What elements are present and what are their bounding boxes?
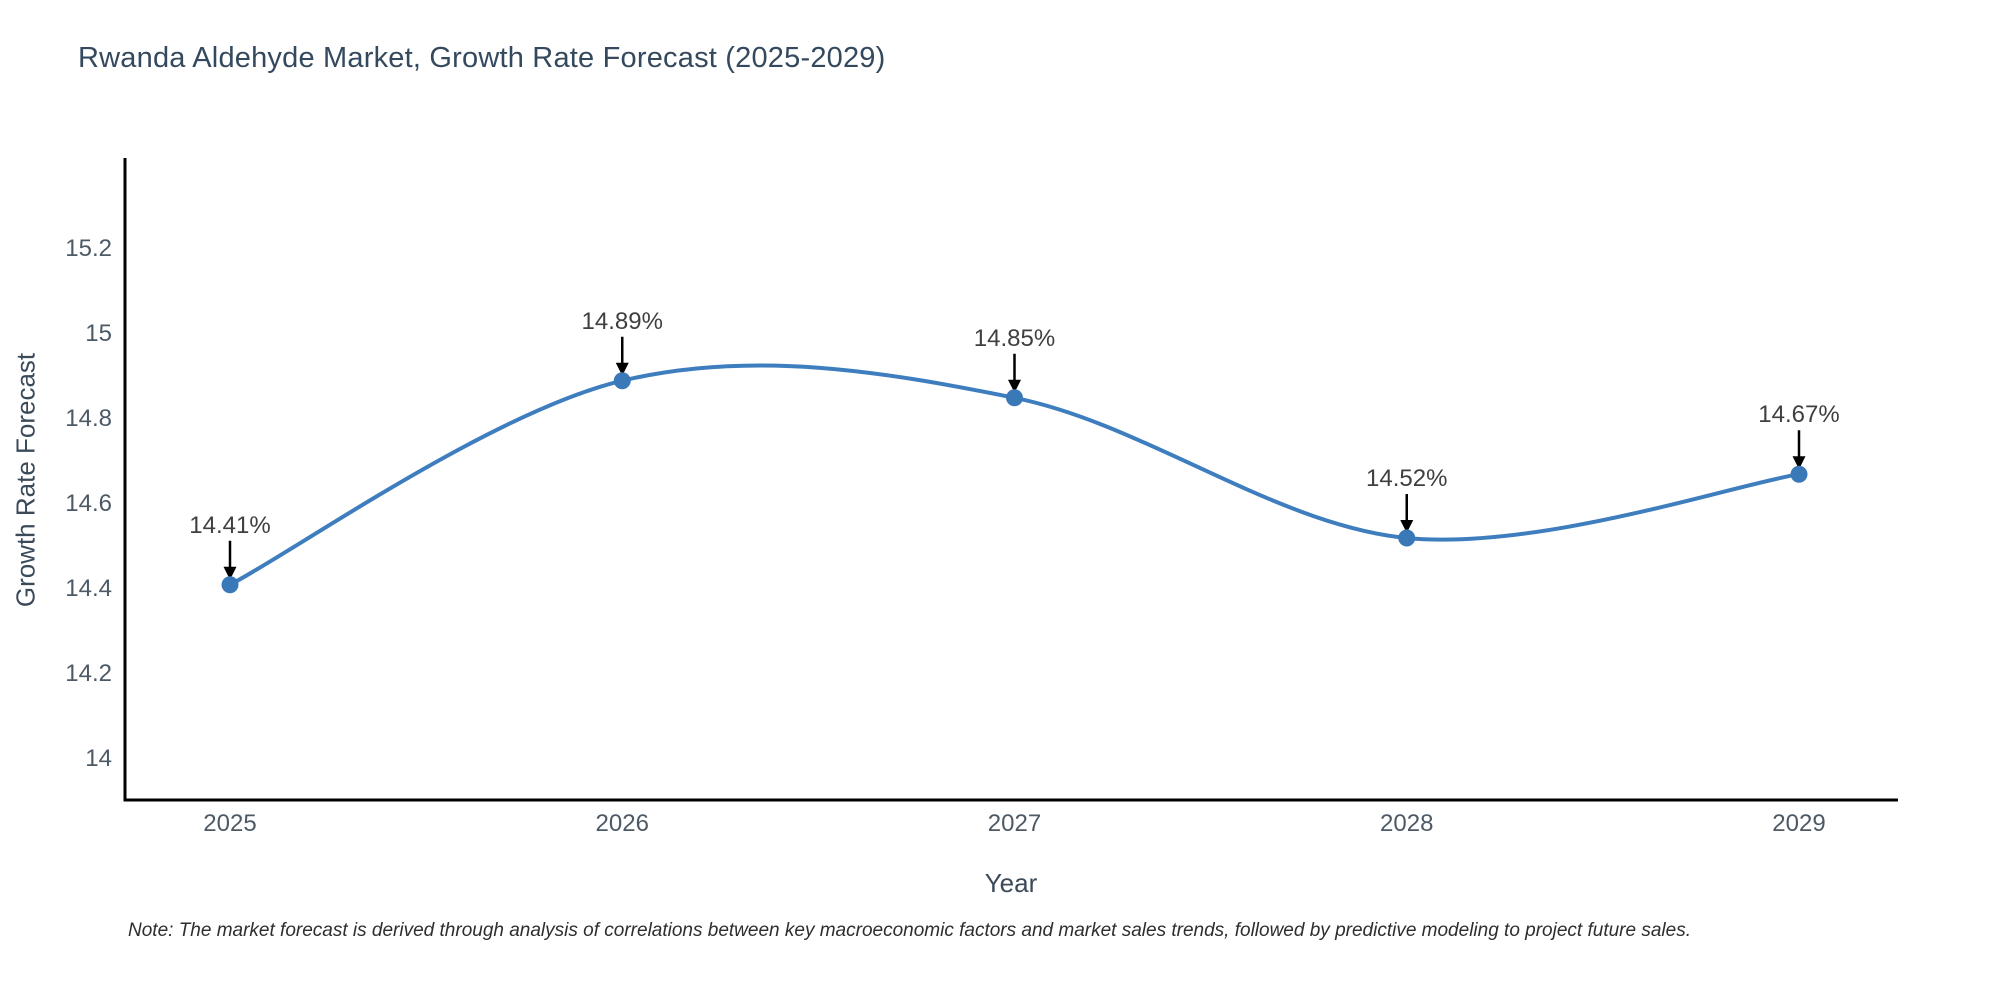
x-tick-label: 2026	[595, 810, 649, 837]
y-tick-label: 14.4	[65, 575, 112, 602]
data-point-marker[interactable]	[1398, 529, 1416, 547]
annotation-arrowhead	[615, 362, 629, 376]
point-value-label: 14.52%	[1366, 465, 1448, 492]
y-tick-label: 14.8	[65, 405, 112, 432]
data-point-marker[interactable]	[613, 372, 631, 390]
footnote: Note: The market forecast is derived thr…	[128, 920, 1691, 941]
x-tick-label: 2025	[203, 810, 257, 837]
y-tick-label: 14.6	[65, 490, 112, 517]
y-tick-label: 15	[85, 320, 112, 347]
data-point-marker[interactable]	[1006, 389, 1023, 407]
annotation-arrowhead	[1792, 456, 1806, 470]
point-value-label: 14.41%	[189, 511, 271, 539]
y-tick-label: 14	[85, 745, 112, 772]
annotation-arrowhead	[1008, 379, 1021, 393]
annotation-arrowhead	[1400, 520, 1414, 533]
point-value-label: 14.89%	[581, 307, 663, 335]
data-point-marker[interactable]	[1790, 465, 1808, 483]
y-tick-label: 14.2	[65, 660, 112, 687]
x-tick-label: 2027	[987, 810, 1042, 837]
point-value-label: 14.67%	[1758, 401, 1840, 429]
annotation-arrowhead	[223, 566, 237, 580]
y-tick-label: 15.2	[65, 235, 112, 262]
x-axis-title: Year	[984, 868, 1038, 898]
data-point-marker[interactable]	[221, 576, 239, 594]
chart-title: Rwanda Aldehyde Market, Growth Rate Fore…	[78, 42, 886, 74]
x-tick-label: 2028	[1380, 810, 1434, 837]
y-axis-title: Growth Rate Forecast	[10, 352, 41, 608]
point-value-label: 14.85%	[973, 324, 1056, 352]
x-tick-label: 2029	[1772, 810, 1826, 837]
